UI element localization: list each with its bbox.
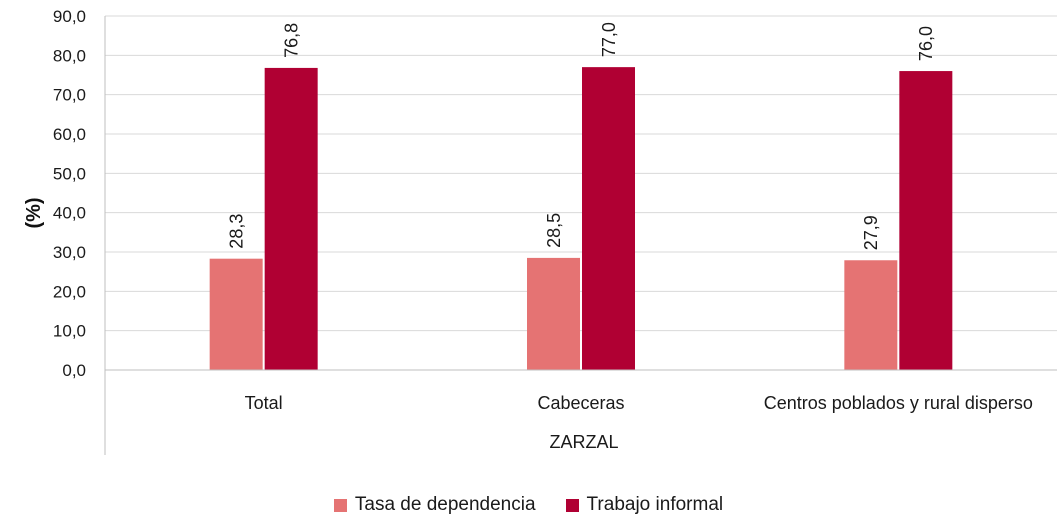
y-tick-label: 0,0: [62, 361, 86, 380]
y-axis-ticks: 0,0 10,0 20,0 30,0 40,0 50,0 60,0 70,0 80,0 90,0: [53, 7, 86, 380]
legend-swatch-trabajo: [565, 498, 579, 512]
y-tick-label: 40,0: [53, 204, 86, 223]
bar: [582, 67, 635, 370]
legend-swatch-tasa: [333, 498, 347, 512]
bars: [209, 67, 953, 371]
x-axis: [104, 16, 1057, 455]
y-tick-label: 10,0: [53, 322, 86, 341]
gridlines: [105, 15, 1057, 332]
data-label: 76,0: [916, 26, 936, 61]
legend-item-trabajo: Trabajo informal: [565, 494, 724, 516]
group-label: ZARZAL: [549, 432, 618, 452]
y-tick-label: 70,0: [53, 86, 86, 105]
data-labels: 28,3 76,8 28,5 77,0 27,9 76,0: [226, 22, 936, 250]
legend: Tasa de dependencia Trabajo informal: [0, 494, 1057, 516]
category-labels: Total Cabeceras Centros poblados y rural d…: [245, 393, 1033, 413]
data-label: 77,0: [599, 22, 619, 57]
data-label: 28,5: [544, 213, 564, 248]
category-label: Cabeceras: [537, 393, 624, 413]
data-label: 76,8: [281, 23, 301, 58]
legend-label-trabajo: Trabajo informal: [586, 494, 724, 515]
legend-item-tasa: Tasa de dependencia: [333, 494, 536, 516]
y-tick-label: 30,0: [53, 243, 86, 262]
y-tick-label: 20,0: [53, 282, 86, 301]
bar: [264, 67, 318, 371]
category-label: Centros poblados y rural disperso: [764, 393, 1033, 413]
data-label: 28,3: [226, 214, 246, 249]
data-label: 27,9: [861, 215, 881, 250]
bar: [209, 258, 263, 370]
y-tick-label: 80,0: [53, 46, 86, 65]
y-axis-label: (%): [23, 197, 45, 228]
legend-label-tasa: Tasa de dependencia: [354, 494, 536, 515]
category-label: Total: [245, 393, 283, 413]
bar: [527, 257, 580, 370]
bar-chart: 0,010,020,030,040,050,060,070,080,090,0 …: [23, 7, 1057, 455]
bar: [899, 71, 953, 371]
bar: [844, 260, 898, 370]
y-tick-label: 60,0: [53, 125, 86, 144]
y-tick-label: 90,0: [53, 7, 86, 26]
y-tick-label: 50,0: [53, 164, 86, 183]
